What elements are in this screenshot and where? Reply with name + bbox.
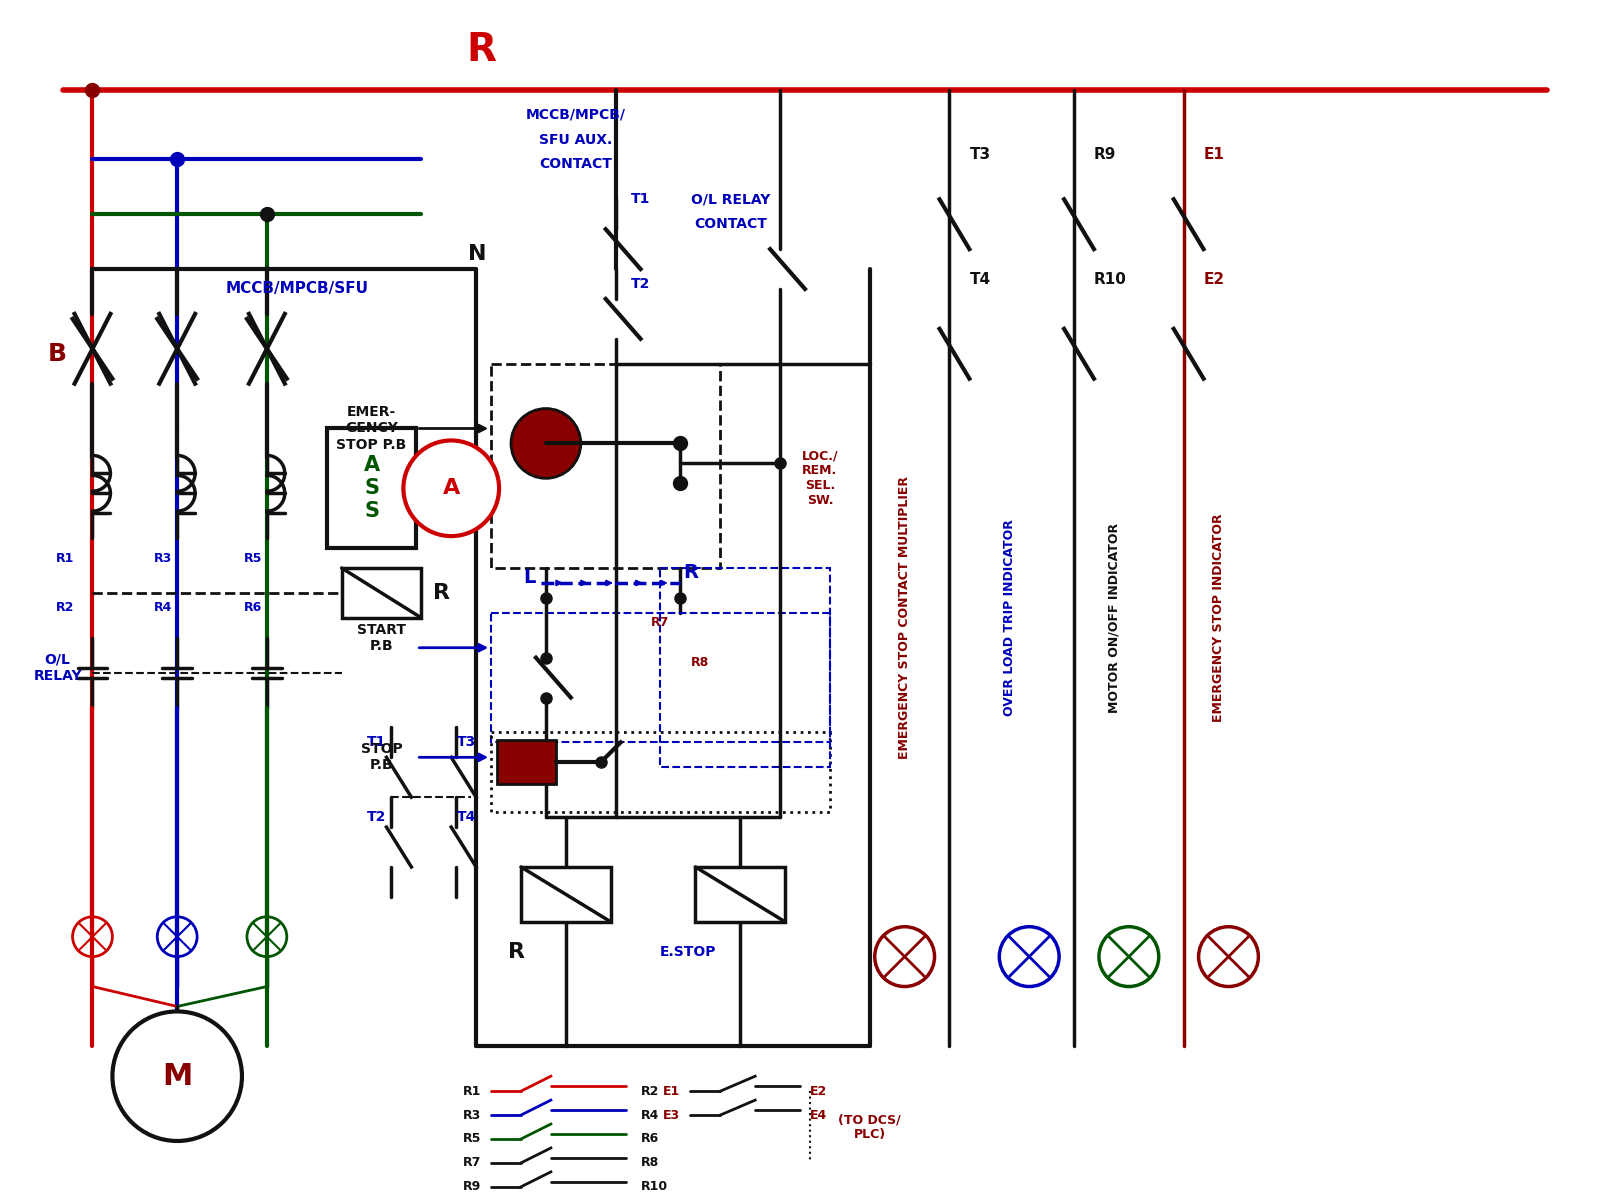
Text: EMER-
GENCY
STOP P.B: EMER- GENCY STOP P.B <box>336 405 406 451</box>
Text: R3: R3 <box>462 1108 482 1121</box>
Text: R9: R9 <box>462 1181 482 1193</box>
Text: LOC./
REM.
SEL.
SW.: LOC./ REM. SEL. SW. <box>802 449 838 507</box>
Text: T1: T1 <box>366 736 386 750</box>
Text: R8: R8 <box>640 1157 659 1169</box>
Text: T4: T4 <box>970 271 990 287</box>
Text: E4: E4 <box>810 1108 827 1121</box>
Text: CONTACT: CONTACT <box>539 158 613 172</box>
Text: M: M <box>162 1061 192 1090</box>
FancyBboxPatch shape <box>498 740 555 784</box>
Text: R: R <box>683 564 698 583</box>
Text: R5: R5 <box>243 552 262 565</box>
Text: R: R <box>509 942 525 961</box>
FancyBboxPatch shape <box>696 867 786 922</box>
Circle shape <box>112 1011 242 1141</box>
Text: R10: R10 <box>640 1181 667 1193</box>
Text: T3: T3 <box>456 736 475 750</box>
Text: E2: E2 <box>1203 271 1224 287</box>
Text: E1: E1 <box>1203 147 1224 162</box>
Text: R6: R6 <box>243 602 262 615</box>
Text: (TO DCS/
PLC): (TO DCS/ PLC) <box>838 1113 901 1141</box>
Text: R8: R8 <box>691 657 709 669</box>
Text: R9: R9 <box>1094 147 1117 162</box>
Text: T2: T2 <box>630 277 650 291</box>
Text: R: R <box>432 583 450 603</box>
Text: T1: T1 <box>630 192 650 207</box>
Text: R3: R3 <box>154 552 173 565</box>
Text: A: A <box>443 479 459 498</box>
Text: A
S
S: A S S <box>363 455 379 522</box>
Text: N: N <box>467 244 486 264</box>
Text: R: R <box>466 31 496 69</box>
Text: E1: E1 <box>662 1084 680 1097</box>
Text: OVER LOAD TRIP INDICATOR: OVER LOAD TRIP INDICATOR <box>1003 519 1016 716</box>
Text: R4: R4 <box>154 602 173 615</box>
Text: O/L
RELAY: O/L RELAY <box>34 653 82 683</box>
Text: O/L RELAY: O/L RELAY <box>691 192 770 207</box>
Text: E.STOP: E.STOP <box>661 944 717 959</box>
Text: R2: R2 <box>640 1084 659 1097</box>
FancyBboxPatch shape <box>342 568 421 617</box>
Text: T4: T4 <box>456 810 475 824</box>
Text: R7: R7 <box>462 1157 482 1169</box>
Text: START
P.B: START P.B <box>357 622 406 653</box>
Text: R6: R6 <box>640 1132 659 1145</box>
Text: MCCB/MPCB/: MCCB/MPCB/ <box>526 107 626 122</box>
Circle shape <box>510 408 581 479</box>
Text: MCCB/MPCB/SFU: MCCB/MPCB/SFU <box>226 282 368 296</box>
Text: L: L <box>523 568 534 587</box>
Text: SFU AUX.: SFU AUX. <box>539 133 613 147</box>
Text: EMERGENCY STOP INDICATOR: EMERGENCY STOP INDICATOR <box>1213 513 1226 722</box>
Text: R4: R4 <box>640 1108 659 1121</box>
Text: E3: E3 <box>664 1108 680 1121</box>
FancyBboxPatch shape <box>522 867 611 922</box>
Text: CONTACT: CONTACT <box>694 217 766 232</box>
Circle shape <box>403 441 499 536</box>
Text: T3: T3 <box>970 147 990 162</box>
Text: E2: E2 <box>810 1084 827 1097</box>
FancyBboxPatch shape <box>326 429 416 548</box>
Text: MOTOR ON/OFF INDICATOR: MOTOR ON/OFF INDICATOR <box>1107 523 1120 713</box>
Text: T2: T2 <box>366 810 386 824</box>
Text: R1: R1 <box>56 552 75 565</box>
Text: R7: R7 <box>651 616 670 629</box>
Text: R2: R2 <box>56 602 75 615</box>
Text: R1: R1 <box>462 1084 482 1097</box>
Text: STOP
P.B: STOP P.B <box>360 743 402 773</box>
Text: R10: R10 <box>1094 271 1126 287</box>
Text: R5: R5 <box>462 1132 482 1145</box>
Text: EMERGENCY STOP CONTACT MULTIPLIER: EMERGENCY STOP CONTACT MULTIPLIER <box>898 476 910 759</box>
Text: B: B <box>48 341 67 365</box>
